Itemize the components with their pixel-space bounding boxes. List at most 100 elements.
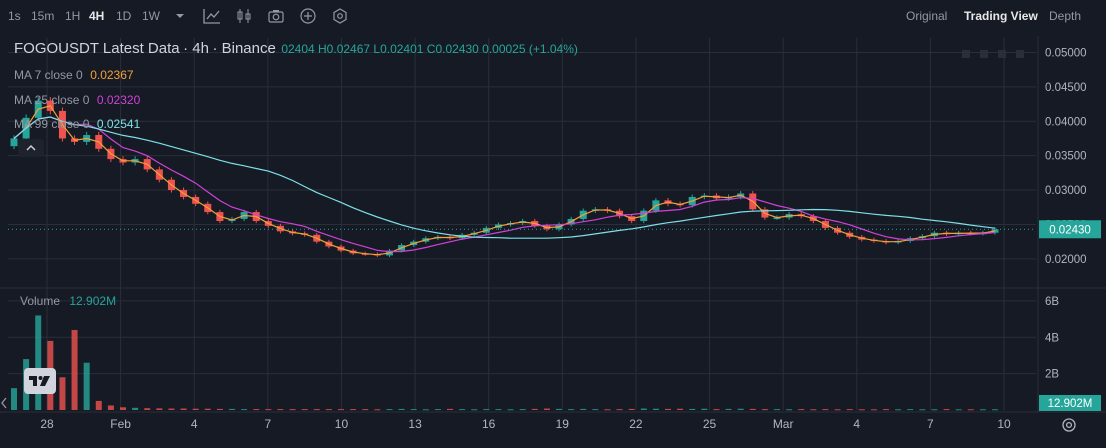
price-tick-label: 0.05000 — [1045, 47, 1087, 59]
volume-bar — [241, 409, 248, 411]
volume-bar — [265, 409, 272, 411]
volume-bar — [543, 408, 550, 410]
volume-bar — [677, 408, 684, 410]
volume-bar — [83, 362, 90, 410]
volume-bar — [774, 409, 780, 411]
volume-bar — [834, 409, 841, 411]
volume-current-label: 12.902M — [1048, 398, 1093, 410]
volume-badge — [1039, 395, 1101, 411]
mini-tool-icon[interactable] — [980, 50, 988, 58]
time-tick-label: 19 — [556, 417, 570, 431]
time-tick-label: 22 — [629, 417, 643, 431]
volume-bar — [447, 408, 453, 410]
camera-icon[interactable] — [266, 6, 286, 26]
volume-bar — [11, 388, 17, 410]
time-tick-label: Feb — [110, 417, 131, 431]
chart-settings-button[interactable] — [1058, 414, 1080, 436]
volume-bar — [556, 408, 562, 410]
time-tick-label: 13 — [408, 417, 422, 431]
volume-bar — [374, 409, 381, 411]
view-depth-button[interactable]: Depth — [1049, 9, 1082, 23]
volume-tick-label: 6B — [1045, 296, 1059, 308]
ma99-value: 0.02541 — [96, 117, 141, 131]
scroll-left-icon[interactable] — [0, 396, 8, 410]
volume-bar — [35, 315, 42, 410]
time-tick-label: 10 — [997, 417, 1011, 431]
time-tick-label: 10 — [335, 417, 349, 431]
ma7-line — [13, 105, 996, 256]
current-price-badge — [1039, 220, 1101, 239]
volume-bar — [422, 409, 429, 411]
time-tick-label: 7 — [265, 417, 272, 431]
timeframe-dropdown-icon[interactable] — [170, 6, 190, 26]
tradingview-logo-icon — [24, 368, 56, 394]
ma99-label: MA 99 close 0 — [14, 117, 90, 131]
mini-tool-icon[interactable] — [962, 50, 970, 58]
volume-label: Volume — [20, 294, 61, 308]
volume-bar — [580, 408, 587, 410]
settings-gear-icon[interactable] — [330, 6, 350, 26]
volume-bar — [749, 408, 756, 410]
price-tick-label: 0.04500 — [1045, 82, 1087, 94]
candle-body — [10, 138, 18, 147]
volume-bar — [943, 409, 950, 411]
timeframe-1d[interactable]: 1D — [116, 9, 132, 23]
timeframe-1h[interactable]: 1H — [65, 9, 81, 23]
candlestick-type-icon[interactable] — [234, 6, 254, 26]
volume-bar — [386, 409, 393, 411]
volume-bar — [640, 408, 647, 410]
indicator-chart-icon[interactable] — [202, 6, 222, 26]
collapse-legend-button[interactable] — [18, 139, 44, 157]
ma7-label: MA 7 close 0 — [14, 68, 83, 82]
volume-bar — [713, 409, 720, 411]
volume-bar — [531, 408, 538, 410]
volume-tick-label: 2B — [1045, 369, 1059, 381]
volume-bar — [568, 409, 575, 411]
volume-bar — [168, 408, 175, 410]
volume-bar — [216, 408, 223, 410]
volume-bar — [689, 408, 696, 410]
add-indicator-icon[interactable] — [298, 6, 318, 26]
volume-bar — [71, 330, 78, 410]
timeframe-15m[interactable]: 15m — [31, 9, 55, 23]
timeframe-1s[interactable]: 1s — [8, 9, 21, 23]
timeframe-1w[interactable]: 1W — [142, 9, 160, 23]
volume-bar — [919, 409, 926, 411]
volume-bar — [810, 409, 817, 411]
volume-bar — [471, 409, 478, 411]
ma7-value: 0.02367 — [90, 68, 134, 82]
volume-legend: Volume 12.902M — [20, 294, 116, 308]
volume-bar — [362, 409, 369, 411]
price-tick-label: 0.04000 — [1045, 116, 1087, 128]
mini-tool-icon[interactable] — [998, 50, 1006, 58]
interval-label: 4h — [192, 40, 209, 57]
volume-bar — [519, 409, 526, 411]
volume-bar — [979, 409, 986, 411]
mini-tool-icon[interactable] — [1016, 50, 1024, 58]
chart-mini-toolbar — [962, 44, 1032, 64]
price-tick-label: 0.02000 — [1045, 254, 1087, 266]
volume-bar — [604, 409, 611, 411]
volume-bar — [628, 408, 635, 410]
volume-bar — [858, 409, 865, 411]
time-tick-label: 7 — [927, 417, 934, 431]
volume-bar — [992, 409, 998, 411]
chart-toolbar: 1s 15m 1H 4H 1D 1W Original Trading View… — [0, 0, 1106, 32]
gear-icon — [1062, 418, 1076, 432]
time-tick-label: 25 — [703, 417, 717, 431]
volume-bar — [144, 408, 151, 410]
volume-bar — [955, 409, 962, 411]
volume-bar — [156, 408, 163, 410]
volume-bar — [459, 409, 466, 411]
volume-bar — [846, 409, 853, 411]
volume-bar — [931, 409, 938, 411]
timeframe-4h[interactable]: 4H — [89, 9, 105, 23]
volume-bar — [107, 405, 114, 410]
view-original-button[interactable]: Original — [906, 9, 948, 23]
volume-bar — [229, 408, 235, 410]
view-trading-view-button[interactable]: Trading View — [964, 9, 1038, 23]
volume-bar — [592, 409, 599, 411]
symbol-title: FOGOUSDT Latest Data — [14, 40, 180, 57]
price-tick-label: 0.03000 — [1045, 185, 1087, 197]
